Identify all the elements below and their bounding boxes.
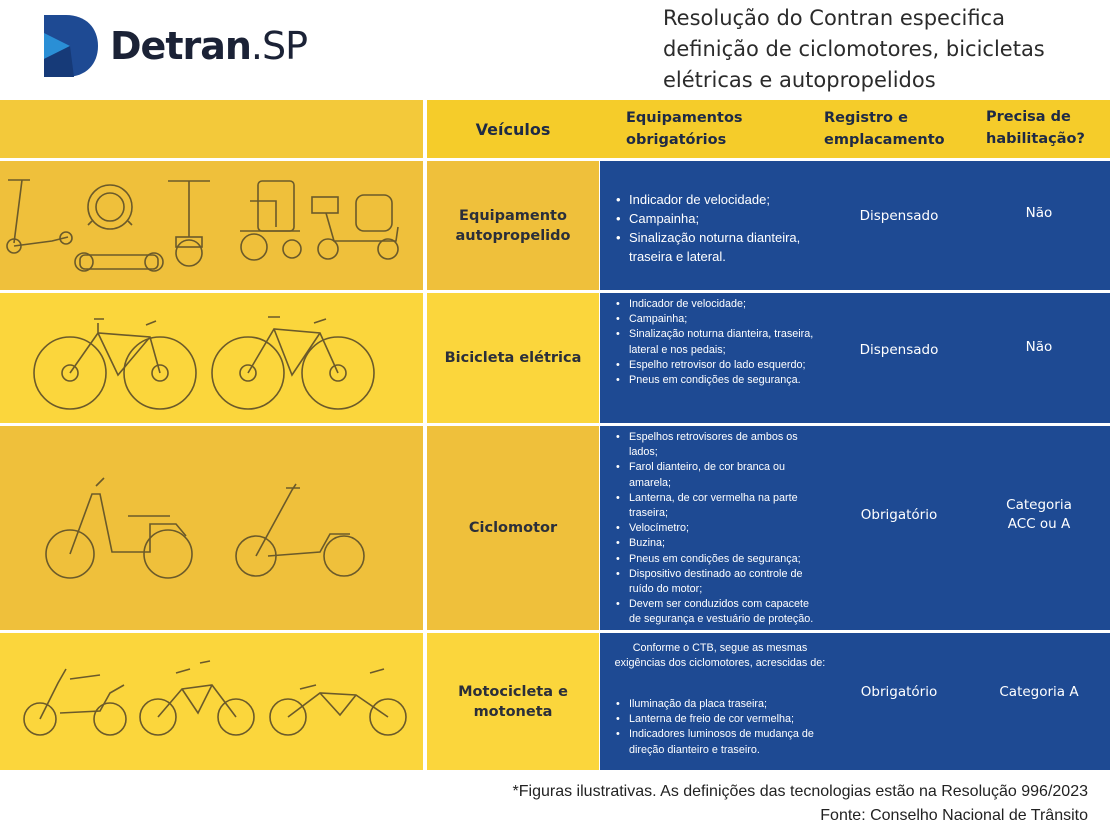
row-divider <box>0 630 1110 633</box>
list-item: Farol dianteiro, de cor branca ou amarel… <box>614 460 824 490</box>
row-divider <box>0 290 1110 293</box>
row-illustration <box>0 426 423 630</box>
list-item: Lanterna de freio de cor vermelha; <box>614 712 824 727</box>
vehicle-name: Ciclomotor <box>427 426 599 630</box>
equipment-list: Iluminação da placa traseira; Lanterna d… <box>614 697 824 758</box>
row-illustration <box>0 293 423 423</box>
list-item: Espelhos retrovisores de ambos os lados; <box>614 430 824 460</box>
vehicle-name: Equipamento autopropelido <box>427 161 599 290</box>
list-item: Buzina; <box>614 536 824 551</box>
logo-wordmark: Detran.SP <box>110 24 308 68</box>
row-info: Indicador de velocidade; Campainha; Sina… <box>600 161 1110 290</box>
list-item: Devem ser conduzidos com capacete de seg… <box>614 597 824 627</box>
footnote: *Figuras ilustrativas. As definições das… <box>512 783 1088 800</box>
header-license: Precisa de habilitação? <box>986 109 1085 147</box>
table-row: Motocicleta e motoneta Conforme o CTB, s… <box>0 633 1110 770</box>
list-item: Campainha; <box>614 312 824 327</box>
table-row: Equipamento autopropelido Indicador de v… <box>0 161 1110 290</box>
electric-bicycle-icon <box>211 316 375 410</box>
monowheel-icon <box>87 184 133 230</box>
list-item: Pneus em condições de segurança; <box>614 552 824 567</box>
kick-scooter-icon <box>6 179 73 254</box>
column-divider <box>423 100 427 770</box>
detran-logo: Detran.SP <box>44 14 308 78</box>
row-illustration <box>0 633 423 770</box>
motorcycle-icon <box>269 668 407 736</box>
equipment-intro: Conforme o CTB, segue as mesmas exigênci… <box>614 642 826 670</box>
row-illustration <box>0 161 423 290</box>
logo-brand: Detran <box>110 24 252 68</box>
source-note: Fonte: Conselho Nacional de Trânsito <box>820 807 1088 824</box>
segway-icon <box>168 180 210 267</box>
list-item: Iluminação da placa traseira; <box>614 697 824 712</box>
electric-bicycle-icon <box>33 318 197 410</box>
list-item: Dispositivo destinado ao controle de ruí… <box>614 567 824 597</box>
header-image-cell <box>0 100 423 158</box>
registration-value: Dispensado <box>859 208 939 224</box>
list-item: Pneus em condições de segurança. <box>614 373 824 388</box>
detran-logo-icon <box>44 15 98 77</box>
list-item: Velocímetro; <box>614 521 824 536</box>
registration-value: Obrigatório <box>860 684 938 700</box>
list-item: Campainha; <box>614 209 824 228</box>
wheelchair-icon <box>240 180 302 261</box>
equipment-list: Espelhos retrovisores de ambos os lados;… <box>614 430 824 628</box>
license-value: Categoria A <box>999 684 1079 700</box>
license-value: Não <box>1025 339 1053 355</box>
list-item: Sinalização noturna dianteira, traseira … <box>614 228 824 266</box>
row-info: Indicador de velocidade; Campainha; Sina… <box>600 293 1110 423</box>
equipment-list: Indicador de velocidade; Campainha; Sina… <box>614 297 824 388</box>
header-equipment: Equipamentos obrigatórios <box>626 110 743 148</box>
list-item: Espelho retrovisor do lado esquerdo; <box>614 358 824 373</box>
row-divider <box>0 158 1110 161</box>
list-item: Indicadores luminosos de mudança de dire… <box>614 727 824 757</box>
table-row: Bicicleta elétrica Indicador de velocida… <box>0 293 1110 423</box>
row-info: Conforme o CTB, segue as mesmas exigênci… <box>600 633 1110 770</box>
license-value: Categoria ACC ou A <box>1006 497 1072 532</box>
hoverboard-icon <box>74 252 164 272</box>
motorcycle-icon <box>139 660 255 736</box>
header-registration: Registro e emplacamento <box>824 110 945 148</box>
mobility-scooter-icon <box>311 194 399 260</box>
list-item: Indicador de velocidade; <box>614 190 824 209</box>
row-info: Espelhos retrovisores de ambos os lados;… <box>600 426 1110 630</box>
registration-value: Obrigatório <box>860 507 938 523</box>
logo-brand-suffix: .SP <box>250 24 308 68</box>
registration-value: Dispensado <box>859 342 939 358</box>
row-divider <box>0 423 1110 426</box>
equipment-list: Indicador de velocidade; Campainha; Sina… <box>614 190 824 266</box>
list-item: Sinalização noturna dianteira, traseira,… <box>614 327 824 357</box>
license-value: Não <box>1025 205 1053 221</box>
electric-scooter-icon <box>235 483 365 577</box>
moped-icon <box>45 477 193 579</box>
list-item: Lanterna, de cor vermelha na parte trase… <box>614 491 824 521</box>
moped-icon <box>23 668 127 736</box>
comparison-table: Veículos Equipamentos obrigatórios Regis… <box>0 100 1110 772</box>
header-vehicles: Veículos <box>475 120 551 139</box>
vehicle-name: Bicicleta elétrica <box>427 293 599 423</box>
table-header: Veículos Equipamentos obrigatórios Regis… <box>0 100 1110 158</box>
page-title: Resolução do Contran especifica definiçã… <box>663 6 1045 92</box>
vehicle-name: Motocicleta e motoneta <box>427 633 599 770</box>
table-row: Ciclomotor Espelhos retrovisores de ambo… <box>0 426 1110 630</box>
list-item: Indicador de velocidade; <box>614 297 824 312</box>
